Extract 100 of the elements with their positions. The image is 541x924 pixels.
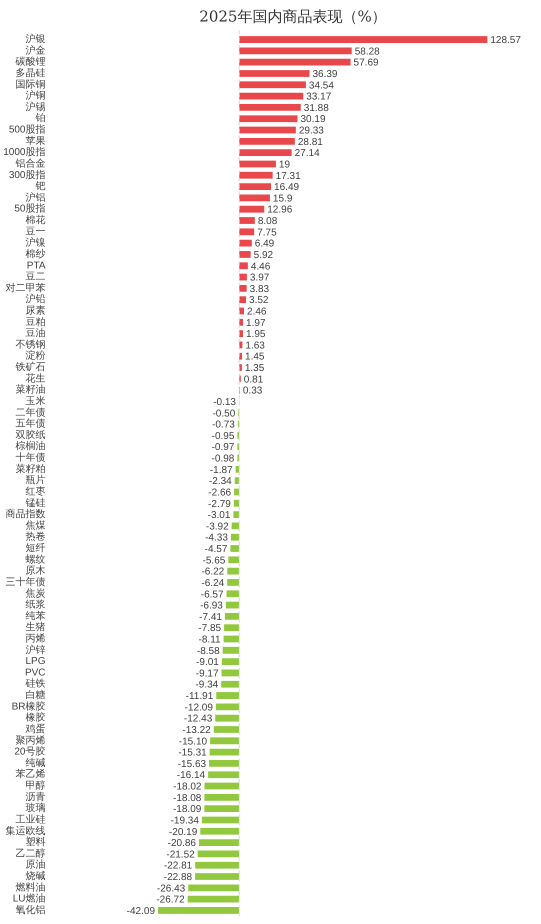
y-tick-label: 硅铁 [24,678,46,690]
data-label: 1.97 [246,318,266,329]
data-label: 58.28 [354,46,380,58]
y-tick-label: 钯 [34,181,46,192]
data-label: 34.54 [308,80,334,92]
y-tick-label: 豆一 [26,226,46,238]
data-label: -8.58 [196,646,220,657]
y-tick-label: 1000股指 [3,146,46,158]
y-tick-label: 50股指 [14,202,46,215]
data-label: -0.98 [212,454,235,465]
y-tick-label: 沥青 [26,790,46,803]
data-label: 8.08 [258,216,278,228]
data-label: 36.39 [312,68,338,80]
y-tick-label: 螺纹 [26,553,46,566]
data-label: 1.35 [244,363,265,374]
y-tick-label: 不锈钢 [16,339,46,350]
y-tick-label: 豆粕 [26,316,46,328]
y-tick-label: 塑料 [26,836,46,848]
y-tick-label: 焦炭 [26,587,46,600]
y-tick-label: LPG [25,656,46,668]
data-label: -6.22 [201,566,225,578]
data-label: -1.87 [210,464,234,476]
data-label: -9.17 [196,668,219,680]
data-label: -11.91 [186,691,214,702]
y-tick-label: 沪铜 [26,90,46,102]
data-label: -19.34 [170,815,200,826]
data-label: -2.66 [208,487,232,498]
y-tick-label: PVC [24,667,46,678]
data-label: -3.01 [208,510,231,522]
y-tick-label: 棉纱 [26,248,46,260]
data-label: 2.46 [246,306,267,318]
data-label: 57.69 [354,58,380,69]
y-tick-label: 花生 [26,372,46,384]
data-label: -9.34 [195,680,219,691]
y-tick-label: 棉花 [26,214,46,226]
y-tick-label: 铁矿石 [14,361,46,374]
data-label: -6.57 [200,589,224,600]
y-tick-label: PTA [26,260,46,272]
y-tick-label: 短纤 [26,542,46,554]
y-tick-label: 铝合金 [14,157,46,170]
data-label: 7.75 [257,227,278,238]
data-label: -3.92 [206,521,230,532]
y-tick-label: 淀粉 [26,350,46,362]
data-label: -2.79 [208,498,232,510]
data-label: 30.19 [300,114,326,126]
data-label: -6.93 [200,600,224,612]
y-tick-label: 丙烯 [26,632,46,644]
y-tick-label: 300股指 [8,168,46,181]
y-tick-label: 氧化铝 [16,904,46,916]
y-tick-label: 瓶片 [26,474,46,486]
data-label: -4.57 [204,544,228,556]
data-label: -22.81 [164,860,193,872]
data-label: 0.81 [244,374,264,386]
y-tick-label: 沪锌 [26,644,46,656]
y-tick-label: 橡胶 [26,712,46,724]
data-label: 1.45 [245,352,265,363]
y-tick-label: 沪铝 [26,191,46,204]
y-tick-label: 十年债 [16,452,46,464]
y-tick-label: 生猪 [26,621,46,634]
data-label: -18.09 [172,804,202,816]
data-label: -26.43 [156,883,186,894]
y-tick-label: 豆二 [26,272,46,283]
data-label: 5.92 [254,250,274,261]
y-tick-label: 烧碱 [26,870,46,882]
y-tick-label: 五年债 [16,418,46,430]
data-label: 3.97 [250,272,270,284]
y-tick-label: 菜籽粕 [16,462,46,475]
data-label: -2.34 [208,476,232,488]
y-tick-label: 燃料油 [16,881,46,894]
y-tick-label: 甲醇 [26,780,46,792]
y-tick-label: 焦煤 [26,519,46,532]
y-tick-label: 沪锡 [26,100,46,113]
data-label: 33.17 [306,92,332,103]
y-tick-label: 二年债 [16,406,46,418]
data-label: 3.52 [249,295,269,306]
data-label: -13.22 [182,724,212,736]
y-tick-label: 双胶纸 [16,428,46,441]
data-label: 1.95 [246,329,266,340]
data-label: 27.14 [294,148,320,160]
data-label: 3.83 [250,284,270,295]
data-label: 4.46 [250,261,271,272]
y-tick-label: LU燃油 [12,892,46,905]
y-tick-label: 白糖 [26,689,46,702]
data-label: -0.13 [213,396,236,408]
y-tick-label: 商品指数 [6,508,46,520]
data-label: -8.11 [198,634,222,646]
y-tick-label: 碳酸锂 [14,56,46,68]
data-label: -6.24 [201,578,225,589]
data-label: -4.33 [205,532,228,544]
y-tick-label: 20号胶 [14,746,46,758]
data-label: -0.95 [212,430,235,442]
y-tick-label: 苯乙烯 [16,768,46,780]
data-label: -16.14 [176,770,206,782]
data-label: 19 [278,159,290,170]
y-tick-label: 500股指 [8,124,46,136]
data-label: -7.41 [199,612,222,623]
data-label: 12.96 [267,204,293,216]
data-label: 0.33 [242,386,263,397]
y-tick-label: 菜籽油 [16,384,46,396]
data-label: 17.31 [276,170,302,182]
